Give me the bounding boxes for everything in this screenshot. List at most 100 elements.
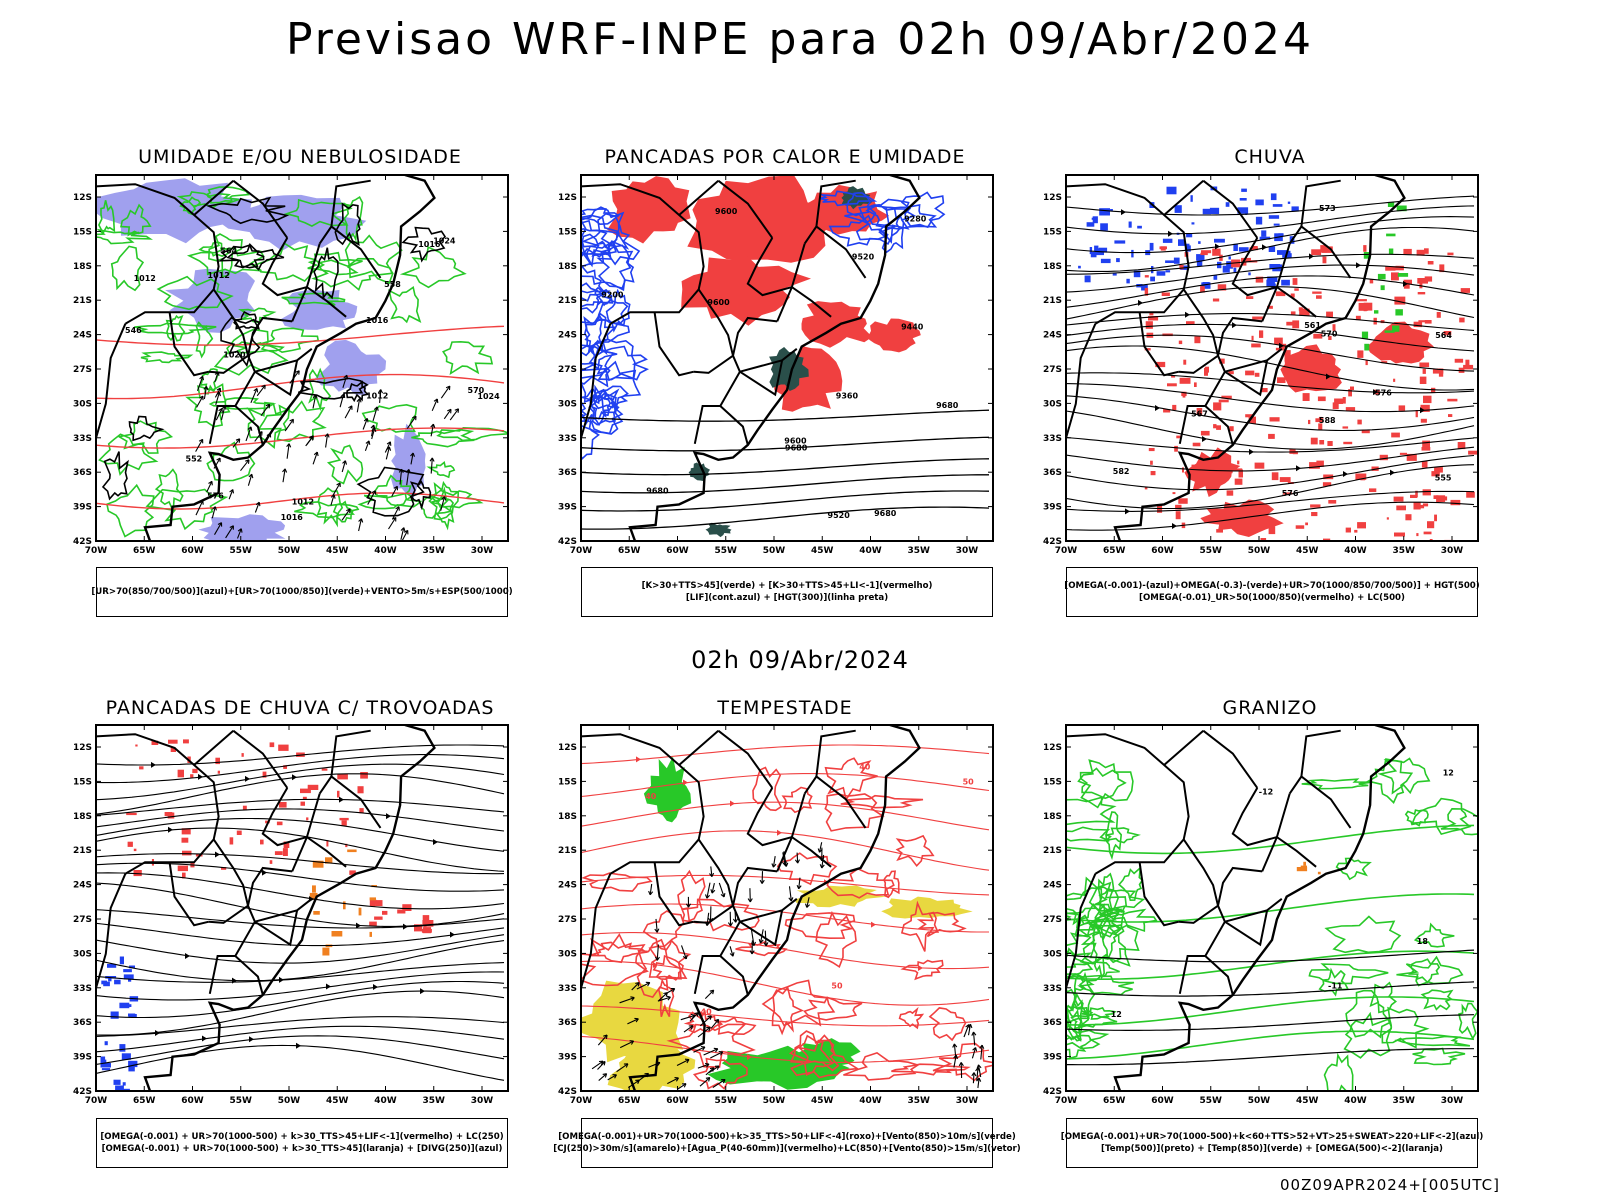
lat-label: 12S bbox=[558, 193, 577, 203]
omega-green bbox=[1361, 331, 1369, 339]
thunder-red bbox=[375, 900, 383, 907]
thunder-red bbox=[402, 904, 412, 911]
lat-label: 27S bbox=[558, 915, 577, 925]
thunder-red bbox=[339, 817, 349, 821]
lat-label: 39S bbox=[73, 1053, 92, 1063]
lat-label: 39S bbox=[558, 503, 577, 513]
humidity-contour bbox=[110, 245, 145, 292]
omega-red bbox=[1427, 261, 1434, 265]
lc-streamline bbox=[185, 953, 190, 960]
temp850-line bbox=[1066, 893, 1475, 923]
vector bbox=[666, 995, 671, 1001]
hgt-streamline bbox=[1066, 410, 1475, 450]
thunder-red bbox=[382, 910, 388, 915]
border-line bbox=[693, 288, 735, 374]
legend-line: [OMEGA(-0.01)_UR>50(1000/850)(vermelho) … bbox=[1139, 593, 1405, 603]
omega-red bbox=[1317, 396, 1326, 402]
omega-red bbox=[1218, 399, 1229, 403]
omega-red bbox=[1354, 529, 1358, 533]
omega-blue bbox=[1248, 272, 1251, 276]
vector bbox=[782, 852, 786, 866]
wind-arrow bbox=[344, 405, 353, 419]
contour-label: 573 bbox=[1319, 204, 1336, 213]
hgt-streamline bbox=[1066, 323, 1475, 352]
wind-arrow bbox=[400, 527, 406, 532]
wind-arrow bbox=[449, 408, 459, 421]
panel-title-trovoadas: PANCADAS DE CHUVA C/ TROVOADAS bbox=[105, 697, 495, 719]
omega-blue bbox=[1255, 199, 1264, 206]
wind-arrow bbox=[370, 424, 375, 437]
omega-red bbox=[1194, 382, 1197, 387]
omega-red bbox=[1355, 315, 1361, 321]
lat-label: 36S bbox=[73, 468, 92, 478]
vector bbox=[971, 1031, 977, 1036]
temp850-contour bbox=[1077, 759, 1134, 809]
lc-streamline bbox=[96, 971, 505, 1001]
omega-red bbox=[1226, 490, 1234, 496]
lon-label: 30W bbox=[956, 1096, 979, 1106]
vector bbox=[627, 1079, 640, 1089]
contour-label: 9680 bbox=[936, 401, 959, 410]
coastline bbox=[628, 725, 921, 1091]
omega-red bbox=[1178, 498, 1188, 504]
omega-red bbox=[1252, 316, 1263, 320]
vector bbox=[603, 1034, 608, 1039]
omega-red bbox=[1201, 250, 1212, 254]
omega-red bbox=[1319, 440, 1325, 445]
panel-title-pancadas-calor: PANCADAS POR CALOR E UMIDADE bbox=[604, 146, 966, 168]
omega-red bbox=[1302, 393, 1310, 401]
lc-streamline bbox=[202, 1035, 207, 1042]
lif-contour bbox=[581, 318, 631, 347]
lat-label: 33S bbox=[73, 434, 92, 444]
omega-red bbox=[1350, 386, 1354, 390]
lat-label: 18S bbox=[1043, 262, 1062, 272]
border-line bbox=[1066, 873, 1097, 1000]
humidity-contour bbox=[426, 460, 456, 479]
omega-red bbox=[1417, 292, 1426, 295]
lc-streamline bbox=[262, 869, 267, 876]
vector bbox=[706, 882, 711, 899]
omega-red bbox=[1403, 280, 1410, 289]
lon-label: 55W bbox=[230, 546, 253, 556]
footer-stamp: 00Z09APR2024+[005UTC] bbox=[1280, 1176, 1500, 1194]
vector bbox=[747, 898, 753, 903]
lon-label: 60W bbox=[666, 546, 689, 556]
omega-red bbox=[1161, 292, 1170, 296]
omega-red bbox=[1271, 472, 1279, 481]
omega-blue bbox=[1226, 261, 1233, 269]
omega-red bbox=[1194, 336, 1201, 344]
water-contour bbox=[680, 898, 760, 932]
vector bbox=[630, 996, 635, 1002]
omega-red bbox=[1251, 246, 1258, 249]
contour-label: 1016 bbox=[366, 316, 389, 325]
plot-frame bbox=[1065, 724, 1479, 1092]
border-line bbox=[717, 179, 774, 239]
omega-red bbox=[1357, 522, 1366, 529]
wind-arrow bbox=[324, 433, 330, 438]
vector bbox=[763, 942, 769, 947]
omega-red bbox=[1433, 495, 1439, 499]
vector bbox=[683, 1025, 694, 1033]
lif-contour bbox=[581, 219, 617, 259]
border-line bbox=[581, 733, 705, 875]
vector bbox=[971, 1047, 977, 1059]
water-contour bbox=[900, 959, 944, 981]
divg-blue bbox=[119, 1002, 130, 1009]
omega-blue bbox=[1141, 284, 1148, 291]
lat-label: 30S bbox=[1043, 399, 1062, 409]
omega-red bbox=[1298, 307, 1303, 312]
plot-frame bbox=[95, 174, 509, 542]
omega-red bbox=[1416, 249, 1425, 256]
pressure-contour bbox=[409, 480, 432, 511]
omega-red bbox=[1316, 460, 1324, 467]
hgt-streamline bbox=[1279, 342, 1284, 349]
lc-streamline bbox=[403, 923, 408, 930]
contour-label: 12 bbox=[1111, 1010, 1122, 1019]
vector bbox=[804, 903, 810, 908]
border-line bbox=[168, 862, 210, 927]
wind-arrow bbox=[254, 502, 260, 513]
omega-red bbox=[1286, 321, 1294, 326]
hgt-streamline bbox=[1121, 209, 1126, 216]
temp850-contour bbox=[1335, 857, 1372, 881]
omega500-orange bbox=[1300, 865, 1307, 870]
